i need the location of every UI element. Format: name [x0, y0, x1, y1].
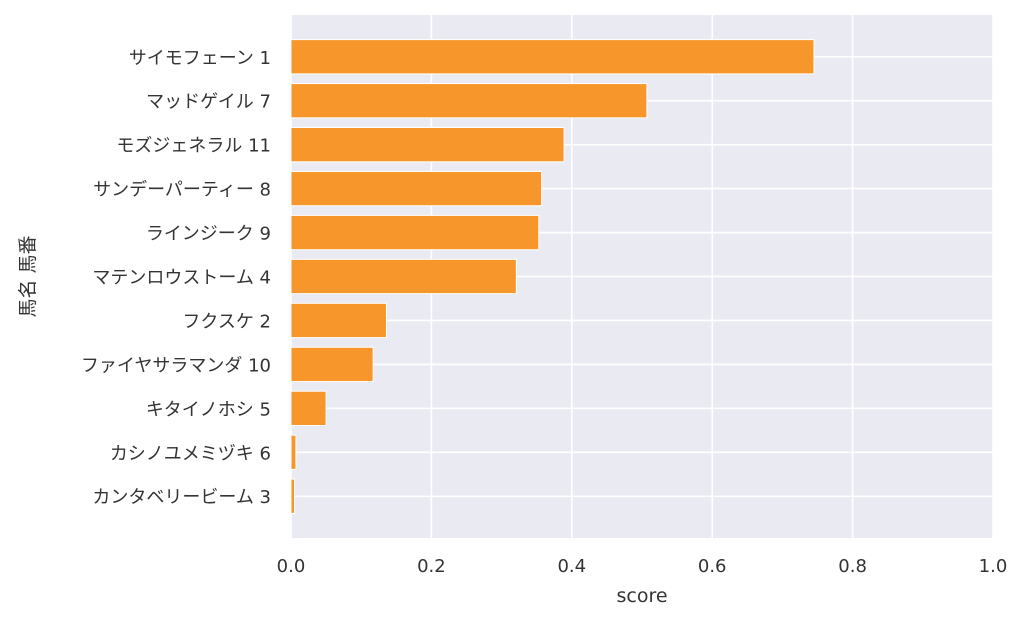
bar [290, 39, 815, 75]
x-tick-label: 1.0 [979, 556, 1008, 577]
bars [290, 39, 815, 514]
y-tick-label: サイモフェーン 1 [129, 48, 271, 69]
x-tick-label: 0.4 [557, 556, 586, 577]
y-tick-label: カンタベリービーム 3 [92, 487, 271, 508]
x-tick-label: 0.0 [277, 556, 306, 577]
y-tick-label: カシノユメミヅキ 6 [110, 443, 271, 464]
y-tick-label: サンデーパーティー 8 [93, 180, 271, 201]
bar [290, 390, 327, 426]
x-tick-label: 0.8 [838, 556, 867, 577]
y-tick-label: キタイノホシ 5 [146, 399, 271, 420]
y-tick-label: ファイヤサラマンダ 10 [81, 355, 271, 376]
x-tick-labels: 0.0 0.2 0.4 0.6 0.8 1.0 [277, 556, 1008, 577]
y-axis-label: 馬名 馬番 [17, 235, 39, 317]
y-tick-labels: サイモフェーン 1 マッドゲイル 7 モズジェネラル 11 サンデーパーティー 8 ライ… [81, 48, 271, 508]
bar [290, 83, 648, 119]
bar [290, 258, 517, 295]
bar [290, 170, 543, 207]
y-tick-label: ラインジーク 9 [146, 224, 271, 245]
bar [290, 127, 565, 163]
x-tick-label: 0.6 [698, 556, 727, 577]
y-tick-label: フクスケ 2 [182, 311, 271, 332]
bar [290, 302, 387, 339]
x-axis-label: score [616, 585, 667, 607]
y-tick-label: マッドゲイル 7 [146, 92, 271, 113]
y-tick-label: マテンロウストーム 4 [92, 268, 271, 289]
bar [290, 346, 374, 383]
bar [290, 434, 297, 470]
bar [290, 214, 540, 251]
x-tick-label: 0.2 [417, 556, 446, 577]
y-tick-label: モズジェネラル 11 [116, 136, 271, 157]
bar [290, 478, 296, 514]
